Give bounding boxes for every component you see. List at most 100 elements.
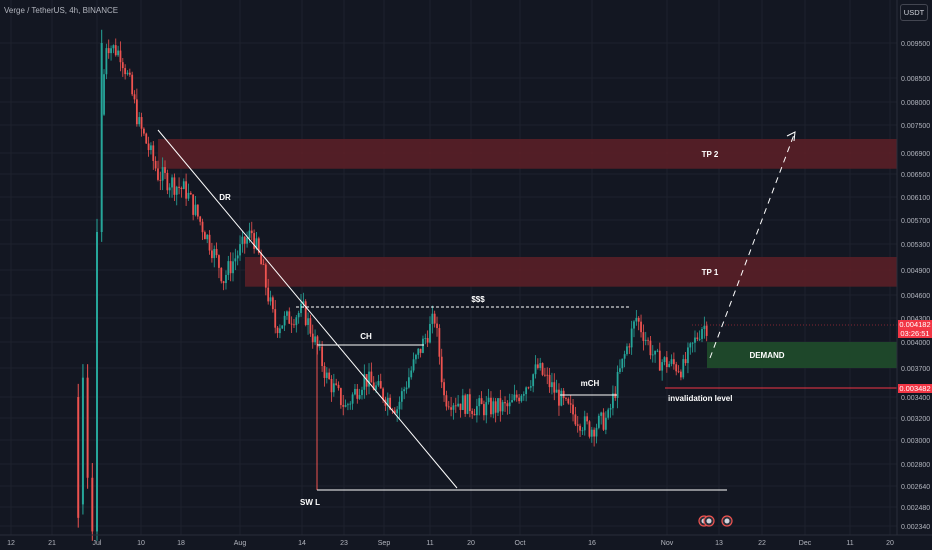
annotation-label: $$$ <box>471 295 485 304</box>
candle-body <box>628 346 631 348</box>
x-axis[interactable]: 12 21 Jul 10 18 Aug 14 23 Sep 11 20 Oct 16 Nov 13 22 Dec… <box>0 534 932 547</box>
y-tick-label: 0.005700 <box>901 218 930 225</box>
candle-body <box>415 354 417 360</box>
current-price-tag: 0.004182 03:26:51 <box>898 320 932 338</box>
candle-body <box>501 402 504 412</box>
y-tick-label: 0.002800 <box>901 462 930 469</box>
candle-body <box>431 313 434 324</box>
candle-body <box>133 94 136 100</box>
candle-body <box>705 325 708 336</box>
currency-badge[interactable]: USDT <box>900 4 928 21</box>
candle-body <box>698 338 701 340</box>
candle-body <box>121 62 124 69</box>
candle-body <box>119 50 122 63</box>
candle-body <box>483 404 485 416</box>
candle-body <box>607 409 610 418</box>
downtrend-line <box>157 129 458 489</box>
candle-body <box>532 374 535 387</box>
candle-body <box>274 309 277 328</box>
candle-body <box>539 363 542 368</box>
candle-body <box>400 391 403 402</box>
candle-body <box>154 160 157 169</box>
candle-body <box>86 377 89 478</box>
candle-body <box>117 50 120 56</box>
candle-body <box>112 45 115 49</box>
candle-body <box>663 357 666 363</box>
y-tick-label: 0.002340 <box>901 524 930 531</box>
candle-body <box>436 323 438 329</box>
symbol-title[interactable]: Verge / TetherUS, 4h, BINANCE <box>4 6 119 15</box>
candle-body <box>246 237 248 244</box>
x-tick-label: 10 <box>137 540 145 547</box>
candle-body <box>665 357 668 368</box>
candle-body <box>234 258 237 262</box>
candle-body <box>332 383 335 393</box>
y-tick-label: 0.004900 <box>901 268 930 275</box>
candle-body <box>637 317 640 322</box>
candle-body <box>583 416 586 431</box>
candle-body <box>703 325 706 330</box>
x-tick-label: 16 <box>588 540 596 547</box>
y-tick-label: 0.004600 <box>901 293 930 300</box>
x-tick-label: 13 <box>715 540 723 547</box>
candle-body <box>506 403 509 407</box>
x-tick-label: 14 <box>298 540 306 547</box>
candle-body <box>649 340 652 356</box>
candle-body <box>372 382 375 390</box>
candle-body <box>407 377 410 388</box>
candle-body <box>227 261 230 275</box>
candle-body <box>677 371 680 373</box>
candle-body <box>572 404 574 415</box>
candle-body <box>225 274 227 284</box>
y-tick-label: 0.008500 <box>901 76 930 83</box>
x-tick-label: 11 <box>426 540 433 547</box>
candle-body <box>450 407 452 410</box>
candle-body <box>269 297 272 302</box>
candle-body <box>623 354 626 359</box>
y-tick-label: 0.006100 <box>901 195 930 202</box>
candle-body <box>356 388 359 399</box>
x-tick-label: 11 <box>846 540 853 547</box>
candle-body <box>337 384 340 389</box>
candle-body <box>551 382 553 388</box>
zone-tp-1 <box>245 257 897 287</box>
candle-body <box>168 187 171 191</box>
candle-body <box>279 328 281 334</box>
candle-body <box>558 389 560 406</box>
event-flags[interactable] <box>698 515 733 527</box>
candle-body <box>215 248 218 256</box>
projection-path <box>709 131 796 359</box>
candle-body <box>670 359 673 364</box>
candle-body <box>541 363 544 375</box>
candle-body <box>536 364 539 368</box>
candle-body <box>368 371 370 387</box>
candle-body <box>164 167 166 173</box>
x-tick-label: Jul <box>93 540 102 547</box>
y-tick-label: 0.008000 <box>901 100 930 107</box>
candle-body <box>178 186 180 188</box>
candle-body <box>173 177 176 195</box>
candle-body <box>609 408 612 410</box>
candle-body <box>81 377 84 505</box>
candle-body <box>347 404 349 406</box>
candle-body <box>208 234 211 251</box>
candle-body <box>131 74 134 95</box>
candle-body <box>595 427 598 437</box>
annotation-labels: DR CH $$$ mCH SW L invalidation level <box>219 193 732 507</box>
candle-body <box>586 416 589 422</box>
candle-body <box>600 412 603 416</box>
candle-body <box>619 368 621 372</box>
candle-body <box>344 405 347 407</box>
candle-body <box>588 421 591 437</box>
candle-body <box>647 339 649 341</box>
candle-body <box>567 398 570 404</box>
candle-body <box>417 348 420 355</box>
candle-body <box>497 398 499 413</box>
candle-body <box>100 43 103 232</box>
candle-body <box>286 311 288 316</box>
y-axis[interactable]: 0.009500 0.008500 0.008000 0.007500 0.006900… <box>896 0 930 535</box>
candle-body <box>96 232 98 532</box>
candle-body <box>239 244 241 256</box>
candle-body <box>276 327 279 334</box>
